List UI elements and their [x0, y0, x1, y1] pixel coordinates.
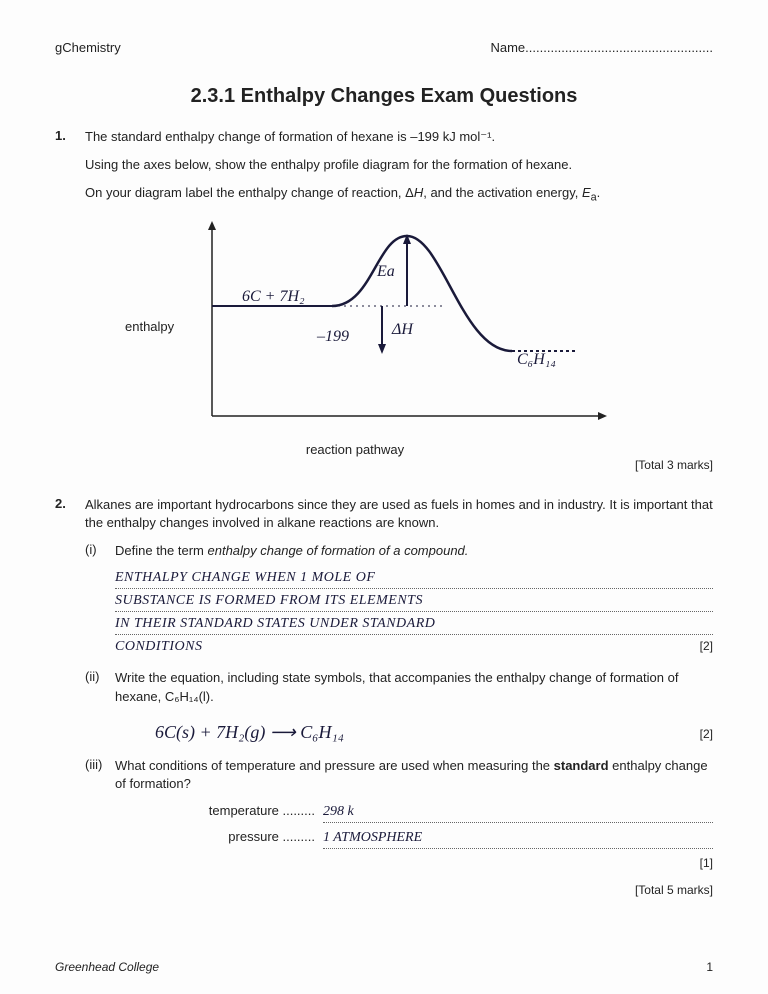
temp-value: 298 k	[323, 804, 713, 823]
q2-i-ans3: IN THEIR STANDARD STATES UNDER STANDARD	[115, 616, 713, 635]
x-axis-label: reaction pathway	[165, 442, 545, 457]
header-row: gChemistry Name.........................…	[55, 40, 713, 55]
q2-i-body: Define the term enthalpy change of forma…	[115, 542, 713, 661]
q2-iii-body: What conditions of temperature and press…	[115, 757, 713, 909]
enthalpy-diagram: enthalpy	[125, 216, 713, 436]
q2-i-marks: [2]	[700, 639, 713, 653]
q1-marks: [Total 3 marks]	[85, 457, 713, 474]
footer-college: Greenhead College	[55, 960, 159, 974]
hand-products: C₆H₁₄	[517, 351, 556, 368]
temperature-row: temperature ......... 298 k	[115, 803, 713, 823]
page-title: 2.3.1 Enthalpy Changes Exam Questions	[55, 85, 713, 108]
q2-body: Alkanes are important hydrocarbons since…	[85, 496, 713, 917]
q2-number: 2.	[55, 496, 85, 917]
q2-ii-body: Write the equation, including state symb…	[115, 669, 713, 748]
footer-page: 1	[706, 960, 713, 974]
question-1: 1. The standard enthalpy change of forma…	[55, 128, 713, 484]
q1-p1: The standard enthalpy change of formatio…	[85, 128, 713, 146]
temp-label: temperature .........	[115, 803, 315, 818]
q1-p3: On your diagram label the enthalpy chang…	[85, 184, 713, 206]
question-2: 2. Alkanes are important hydrocarbons si…	[55, 496, 713, 917]
hand-value: –199	[316, 328, 349, 345]
q2-total: [Total 5 marks]	[115, 882, 713, 899]
q2-iii-num: (iii)	[85, 757, 115, 909]
hand-dh: ΔH	[391, 321, 414, 338]
q2-ii: (ii) Write the equation, including state…	[85, 669, 713, 748]
q2-intro: Alkanes are important hydrocarbons since…	[85, 496, 713, 532]
q2-i-ans1: ENTHALPY CHANGE WHEN 1 MOLE OF	[115, 570, 713, 589]
press-label: pressure .........	[115, 829, 315, 844]
hand-ea: Ea	[376, 263, 395, 280]
q2-i-ans4: CONDITIONS	[115, 639, 700, 657]
diagram-svg: 6C + 7H₂ Ea ΔH –199 C₆H₁₄	[182, 216, 622, 436]
q2-iii: (iii) What conditions of temperature and…	[85, 757, 713, 909]
q1-number: 1.	[55, 128, 85, 484]
name-field: Name....................................…	[490, 40, 713, 55]
q1-p2: Using the axes below, show the enthalpy …	[85, 156, 713, 174]
q2-ii-ans: 6C(s) + 7H₂(g) ⟶ C₆H₁₄	[115, 716, 700, 749]
page: gChemistry Name.........................…	[0, 0, 768, 994]
q1-body: The standard enthalpy change of formatio…	[85, 128, 713, 484]
subject-label: gChemistry	[55, 40, 121, 55]
hand-reactants: 6C + 7H₂	[242, 288, 305, 305]
y-axis-label: enthalpy	[125, 319, 174, 334]
q2-ii-num: (ii)	[85, 669, 115, 748]
pressure-row: pressure ......... 1 ATMOSPHERE	[115, 829, 713, 849]
press-value: 1 ATMOSPHERE	[323, 830, 713, 849]
q2-i-ans2: SUBSTANCE IS FORMED FROM ITS ELEMENTS	[115, 593, 713, 612]
footer: Greenhead College 1	[55, 960, 713, 974]
q2-ii-marks: [2]	[700, 727, 713, 741]
q2-ii-question: Write the equation, including state symb…	[115, 669, 713, 705]
q2-i-question: Define the term enthalpy change of forma…	[115, 542, 713, 560]
q2-iii-marks: [1]	[115, 855, 713, 872]
q2-i: (i) Define the term enthalpy change of f…	[85, 542, 713, 661]
q2-i-num: (i)	[85, 542, 115, 661]
q2-iii-question: What conditions of temperature and press…	[115, 757, 713, 793]
